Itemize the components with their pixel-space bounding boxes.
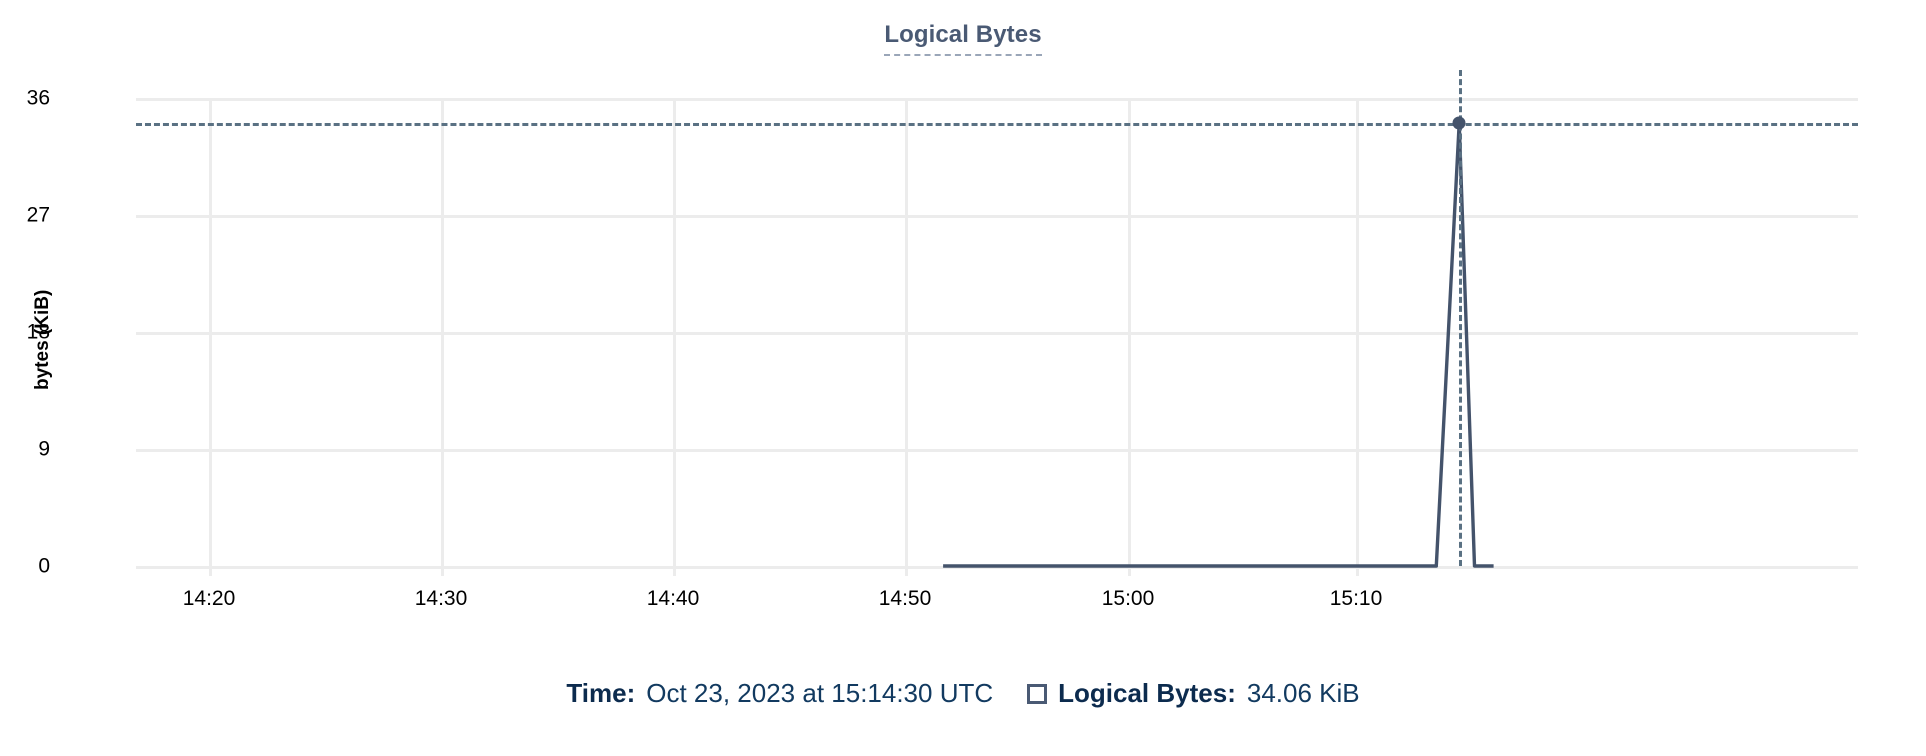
page-title[interactable]: Logical Bytes: [884, 21, 1042, 57]
series-line-logical-bytes: [943, 121, 1494, 568]
gridline-x-1430: [441, 98, 444, 576]
legend-series-label: Logical Bytes:: [1058, 678, 1236, 708]
tooltip-time-group: Time: Oct 23, 2023 at 15:14:30 UTC: [566, 678, 993, 709]
gridline-y-9: [136, 449, 1858, 452]
y-tick-label: 18: [26, 320, 50, 344]
gridline-x-1510: [1356, 98, 1359, 576]
gridline-x-1420: [209, 98, 212, 576]
gridline-x-1450: [905, 98, 908, 576]
crosshair-horizontal-line: [136, 123, 1858, 127]
x-tick-label: 14:50: [878, 587, 932, 610]
gridline-x-1500: [1128, 98, 1131, 576]
x-tick-label: 14:40: [646, 587, 700, 610]
tooltip-time-value: Oct 23, 2023 at 15:14:30 UTC: [646, 678, 994, 708]
y-tick-label: 9: [38, 437, 50, 461]
plot-area[interactable]: 36 27 18 9 0 14:20 14:30 14:40 14:50 15:…: [27, 70, 1858, 609]
gridline-y-36: [136, 98, 1858, 101]
gridline-y-18: [136, 332, 1858, 335]
gridline-x-1440: [673, 98, 676, 576]
gridline-y-27: [136, 215, 1858, 218]
chart-tooltip-footer: Time: Oct 23, 2023 at 15:14:30 UTC Logic…: [0, 678, 1926, 709]
x-tick-label: 14:30: [414, 587, 468, 610]
chart-title-container: Logical Bytes: [0, 21, 1926, 57]
legend-series-value: 34.06 KiB: [1246, 678, 1360, 708]
legend-item-logical-bytes[interactable]: Logical Bytes: 34.06 KiB: [1027, 678, 1360, 709]
square-outline-icon: [1027, 683, 1048, 704]
x-tick-label: 15:10: [1329, 587, 1383, 610]
y-tick-label: 0: [38, 554, 50, 578]
crosshair-vertical-line: [1459, 70, 1463, 566]
x-tick-label: 15:00: [1101, 587, 1155, 610]
hovered-data-point[interactable]: [1452, 116, 1466, 130]
y-tick-label: 27: [26, 203, 50, 227]
tooltip-time-label: Time:: [566, 678, 636, 708]
y-tick-label: 36: [26, 86, 50, 110]
x-tick-label: 14:20: [182, 587, 236, 610]
